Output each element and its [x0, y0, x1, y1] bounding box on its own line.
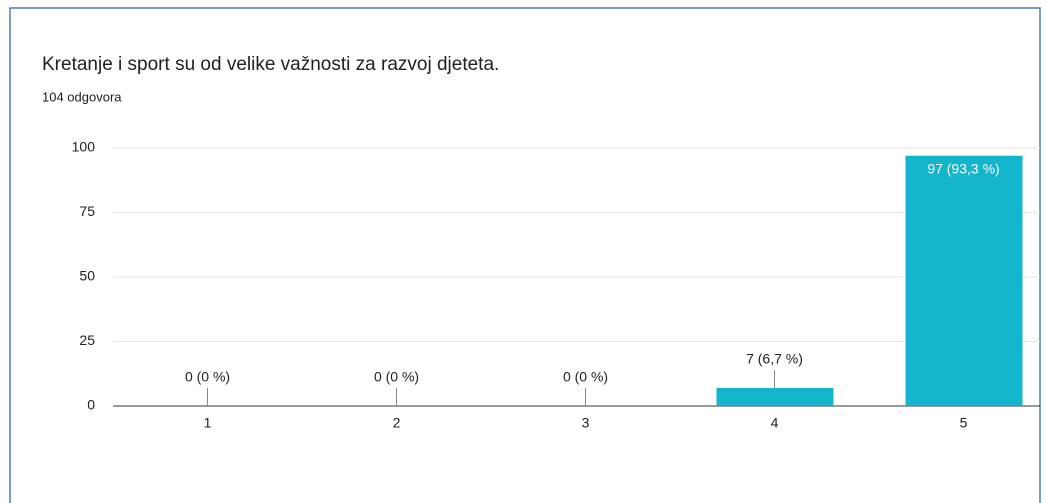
x-tick-label: 2 [393, 415, 401, 431]
data-label: 0 (0 %) [563, 369, 608, 385]
data-label: 97 (93,3 %) [927, 160, 999, 176]
data-label: 0 (0 %) [374, 369, 419, 385]
y-tick-label: 25 [79, 332, 95, 348]
card-frame [9, 7, 1041, 503]
x-tick-label: 1 [204, 415, 212, 431]
chart-title: Kretanje i sport su od velike važnosti z… [42, 54, 499, 75]
chart-subtitle: 104 odgovora [42, 89, 122, 104]
x-tick-label: 3 [582, 415, 590, 431]
x-tick-label: 5 [960, 415, 968, 431]
bar [716, 387, 834, 406]
bar [905, 155, 1023, 406]
data-label: 0 (0 %) [185, 369, 230, 385]
x-tick-label: 4 [771, 415, 779, 431]
y-tick-label: 100 [72, 139, 96, 155]
y-tick-label: 75 [79, 203, 95, 219]
y-tick-label: 0 [87, 397, 95, 413]
y-tick-label: 50 [79, 268, 95, 284]
data-label: 7 (6,7 %) [746, 351, 803, 367]
